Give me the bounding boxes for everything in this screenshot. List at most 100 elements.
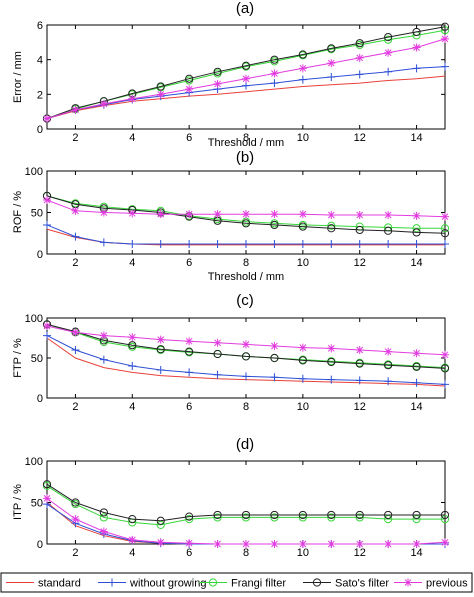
panel-d-series-previous-point bbox=[441, 538, 449, 547]
panel-c-series-previous-point bbox=[298, 343, 307, 352]
panel-b-series-satos-point bbox=[355, 225, 364, 235]
panel-c-series-previous-point bbox=[441, 350, 449, 359]
panel-a-series-previous-point bbox=[43, 114, 51, 123]
panel-b-series-without_growing-point bbox=[298, 240, 307, 249]
panel-c-series-satos-point bbox=[185, 347, 194, 356]
panel-c-series-without_growing-point bbox=[384, 377, 393, 386]
panel-a-series-previous-point bbox=[156, 90, 165, 99]
panel-c-series-without_growing-point bbox=[128, 362, 137, 370]
panel-b-series-previous-point bbox=[185, 210, 194, 219]
legend-box bbox=[0, 572, 473, 593]
panel-a-series-satos-line bbox=[46, 26, 446, 120]
panel-c-ticks: 2 4 6 8 10 12 14 0 50 100 bbox=[25, 313, 445, 413]
panel-b-series-previous-point bbox=[99, 208, 108, 217]
panel-a-ylabel: Error / mm bbox=[12, 51, 24, 103]
panel-b-xtick-label: 2 bbox=[72, 257, 78, 269]
panel-c-series-without_growing-point bbox=[156, 366, 165, 374]
panel-d-xtick-label: 4 bbox=[129, 547, 135, 559]
panel-a-series-previous-point bbox=[185, 85, 194, 94]
panel-c-series-without_growing-point bbox=[242, 372, 250, 381]
panel-c-xtick-label: 2 bbox=[72, 401, 78, 413]
panel-b-xtick-label: 4 bbox=[129, 257, 135, 269]
panel-c-series-satos-point bbox=[327, 357, 336, 367]
panel-d: (d) 2 4 6 8 10 12 14 0 50 100 ITP / % bbox=[12, 436, 450, 559]
panel-a-xtick-label: 8 bbox=[243, 132, 249, 144]
panel-b-series-previous-point bbox=[213, 210, 222, 219]
panel-a-series-previous-point bbox=[412, 43, 421, 52]
panel-a-series-frangi-point bbox=[384, 35, 393, 44]
panel-d-xtick-label: 10 bbox=[297, 547, 309, 559]
panel-d-series-previous-point bbox=[43, 494, 51, 503]
panel-b-series-without_growing-point bbox=[99, 238, 108, 247]
panel-d-series-satos-point bbox=[384, 510, 393, 520]
panel-a-ytick-label: 4 bbox=[37, 55, 43, 67]
panel-a-title: (a) bbox=[236, 0, 254, 17]
panel-b-series-without_growing-point bbox=[156, 240, 165, 249]
panel-d-series-satos-point bbox=[270, 510, 279, 520]
panel-d-series-frangi-point bbox=[241, 513, 251, 522]
legend-label-previous: previous bbox=[426, 578, 468, 590]
panel-a-series-previous-point bbox=[128, 94, 137, 103]
panel-a-ytick-label: 2 bbox=[37, 89, 43, 101]
panel-a-series-without_growing-point bbox=[298, 75, 307, 84]
panel-a-series-without_growing-point bbox=[355, 70, 364, 79]
panel-c-series-without_growing-point bbox=[270, 373, 279, 382]
panel-b-ticks: 2 4 6 8 10 12 14 0 50 100 bbox=[25, 166, 445, 269]
panel-c-series-previous-point bbox=[156, 335, 165, 344]
panel-c-plot-area bbox=[46, 317, 446, 399]
panel-c-series-without_growing-point bbox=[441, 380, 449, 389]
panel-a-series-previous-point bbox=[270, 69, 279, 78]
panel-c-series-previous-point bbox=[43, 322, 51, 330]
panel-d-xtick-label: 6 bbox=[186, 547, 192, 559]
panel-c-series-previous-point bbox=[384, 347, 393, 356]
panel-a-series-satos-point bbox=[298, 50, 307, 59]
panel-a-series-satos-point bbox=[412, 27, 421, 37]
panel-d-series-frangi-point bbox=[355, 513, 364, 522]
panel-d-xtick-label: 12 bbox=[354, 547, 366, 559]
panel-d-series-previous-point bbox=[156, 538, 165, 547]
legend-label-satos: Sato's filter bbox=[335, 578, 389, 590]
panel-b-xlabel: Threshold / mm bbox=[208, 271, 284, 283]
panel-a-series-without_growing-point bbox=[327, 73, 336, 81]
legend-marker-without_growing bbox=[108, 578, 116, 587]
panel-c-series-previous-point bbox=[242, 340, 250, 349]
panel-b-series-without_growing-point bbox=[412, 240, 421, 249]
panel-a-ytick-label: 6 bbox=[37, 20, 43, 32]
panel-b-series-satos-point bbox=[412, 228, 421, 237]
panel-d-series-frangi-point bbox=[213, 513, 222, 522]
panel-b-series-previous-point bbox=[384, 210, 393, 219]
panel-b-series-satos-point bbox=[241, 219, 251, 228]
panel-c-ylabel: FTP / % bbox=[12, 338, 24, 378]
panel-d-series-previous-point bbox=[213, 540, 222, 548]
panel-b-xtick-label: 10 bbox=[297, 257, 309, 269]
panel-a-series-frangi-point bbox=[440, 26, 450, 35]
panel-d-series-previous-point bbox=[327, 540, 336, 548]
panel-d-series-satos-point bbox=[241, 510, 251, 520]
panel-a-series-previous-point bbox=[384, 48, 393, 57]
panel-b-series-frangi-point bbox=[412, 224, 421, 233]
panel-d-series-satos-point bbox=[213, 510, 222, 520]
panel-c-series-satos-point bbox=[128, 341, 137, 350]
panel-d-series-previous-point bbox=[298, 540, 307, 548]
legend-item-frangi: Frangi filter bbox=[199, 578, 286, 590]
panel-a-series-previous-point bbox=[99, 99, 108, 108]
panel-d-series-previous-point bbox=[185, 539, 194, 548]
panel-d-series-satos-point bbox=[298, 510, 307, 520]
panel-d-series-satos-point bbox=[327, 510, 336, 520]
panel-d-ytick-label: 50 bbox=[31, 498, 43, 510]
panel-c-series-previous-point bbox=[327, 344, 336, 353]
panel-d-ylabel: ITP / % bbox=[12, 484, 24, 520]
panel-b-series-without_growing-point bbox=[384, 240, 393, 249]
panel-a-series-standard-line bbox=[46, 75, 446, 120]
legend-marker-satos bbox=[312, 578, 322, 587]
panel-c-series-previous-point bbox=[185, 337, 194, 346]
panel-d-series-satos-point bbox=[99, 508, 108, 517]
panel-a-series bbox=[42, 22, 450, 123]
panel-a-xtick-label: 14 bbox=[410, 132, 422, 144]
panel-c-series-without_growing-point bbox=[355, 376, 364, 385]
panel-b-xtick-label: 6 bbox=[186, 257, 192, 269]
panel-d-series bbox=[42, 480, 450, 548]
panel-b-series-satos-point bbox=[298, 222, 307, 231]
panel-d-series-previous-point bbox=[270, 540, 279, 548]
